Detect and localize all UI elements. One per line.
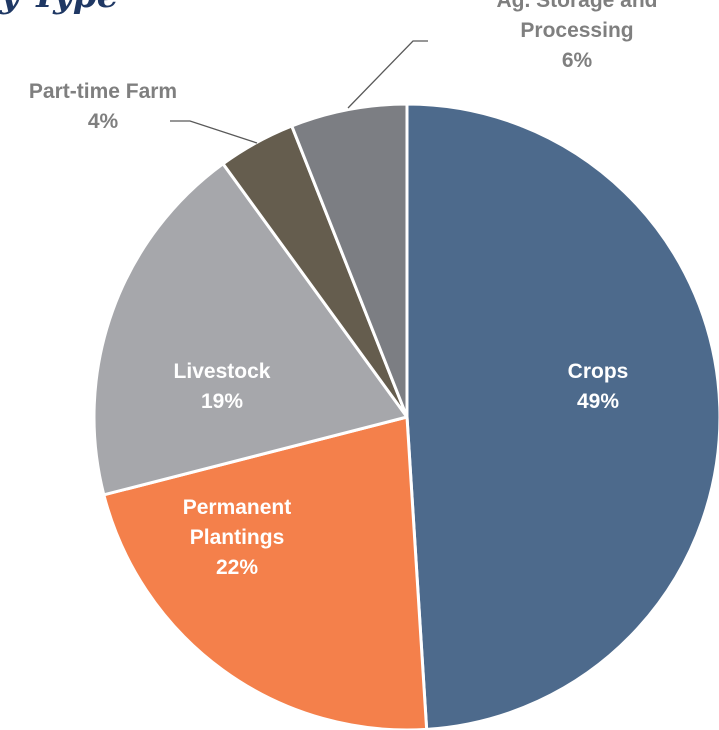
slice-value-label: 4% [88,110,119,133]
slice-label-4: Part-time Farm 4% [29,80,177,133]
slice-value-label: 49% [577,390,619,413]
pie-slice-2 [102,415,429,730]
slice-name-label: Livestock [174,360,271,383]
slice-name-label: Permanent [183,496,292,519]
slice-value-label: 6% [562,49,593,72]
slice-name-label: Plantings [190,526,285,549]
leader-line-4 [170,120,258,144]
slice-label-5: Ag. Storage and Processing 6% [496,0,657,72]
slice-value-label: 22% [216,556,258,579]
pie-slices [92,102,719,730]
pie-slice-1 [405,102,719,730]
slice-name-label: Processing [520,19,633,42]
slice-name-label: Crops [568,360,629,383]
pie-slice-5 [290,102,409,419]
slice-label-2: Permanent Plantings 22% [183,496,292,579]
slice-name-label: Ag. Storage and [496,0,657,12]
slice-label-3: Livestock 19% [174,360,271,413]
leader-lines [170,40,428,144]
chart-title-fragment: y Type [0,0,118,16]
slice-labels: Crops 49% Permanent Plantings 22% Livestock 19… [29,0,658,579]
slice-name-label: Part-time Farm [29,80,177,103]
pie-slice-3 [92,162,409,497]
leader-line-5 [347,40,428,109]
slice-value-label: 19% [201,390,243,413]
slice-label-1: Crops 49% [568,360,629,413]
